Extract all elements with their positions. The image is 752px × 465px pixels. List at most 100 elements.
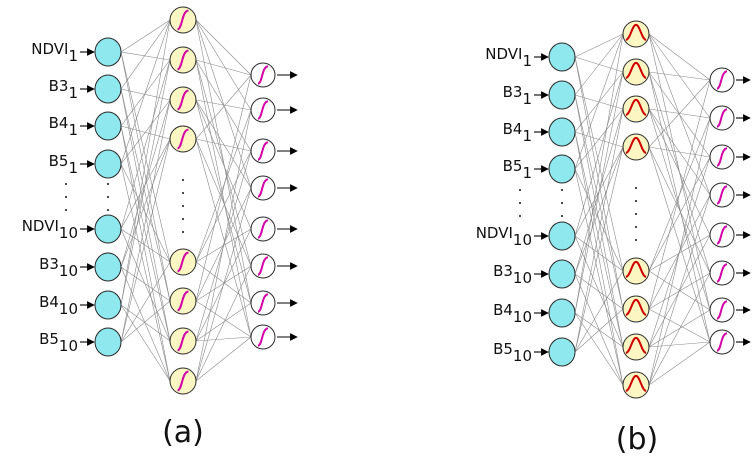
sigmoid-curve-icon (257, 141, 269, 161)
ellipsis-dot (182, 205, 184, 207)
connection-line (120, 304, 171, 342)
connection-line (120, 125, 171, 382)
output-node (709, 182, 735, 208)
connection-line (120, 88, 171, 101)
output-node (709, 222, 735, 248)
input-node (94, 149, 122, 179)
connection-line (574, 131, 624, 348)
connection-line (120, 304, 171, 382)
connection-line (574, 33, 624, 96)
connection-line (195, 99, 252, 304)
ellipsis-dot (182, 218, 184, 220)
ellipsis-dot (65, 209, 67, 211)
output-node (709, 105, 735, 131)
sigmoid-curve-icon (177, 290, 189, 312)
connection-line (120, 88, 171, 302)
connection-line (120, 163, 171, 382)
ellipsis-dot (182, 179, 184, 181)
connection-line (195, 99, 252, 111)
hidden-node (169, 287, 197, 315)
connection-line (648, 117, 711, 386)
connection-line (648, 146, 711, 343)
panel-b: NDVI1 B31 B41 B51 NDVI10 B310 B410 B510 (b) (476, 20, 751, 457)
connection-line (574, 71, 624, 237)
input-label: B310 (39, 255, 78, 280)
sigmoid-curve-icon (257, 65, 269, 85)
input-node (94, 74, 122, 104)
connection-line (648, 71, 711, 343)
connection-line (648, 272, 711, 386)
connection-line (195, 302, 252, 342)
output-node (709, 260, 735, 286)
sigmoid-curve-icon (257, 256, 269, 276)
ellipsis-dot (107, 209, 109, 211)
sigmoid-curve-icon (716, 263, 728, 283)
connection-line (120, 19, 171, 53)
connection-line (195, 99, 252, 189)
input-label: B31 (503, 83, 532, 108)
sigmoid-curve-icon (716, 225, 728, 245)
connection-line (648, 108, 711, 236)
hidden-node (622, 133, 650, 161)
connection-line (648, 79, 711, 148)
connection-line (648, 341, 711, 386)
input-node (94, 111, 122, 141)
panel-caption: (b) (616, 422, 658, 457)
input-label: B510 (493, 340, 532, 365)
connection-line (574, 94, 624, 348)
connection-line (120, 51, 171, 302)
connection-line (648, 234, 711, 348)
connection-line (648, 79, 711, 310)
sigmoid-curve-icon (716, 147, 728, 167)
input-label: NDVI1 (31, 40, 78, 65)
connection-line (120, 138, 171, 268)
input-node (548, 298, 576, 328)
connection-line (120, 266, 171, 382)
connection-line (574, 146, 624, 275)
input-node (548, 154, 576, 184)
ellipsis-dot (182, 231, 184, 233)
input-node (94, 327, 122, 357)
connection-line (648, 33, 711, 81)
ellipsis-dot (635, 239, 637, 241)
connection-line (574, 94, 624, 310)
connection-line (574, 131, 624, 148)
connection-line (574, 131, 624, 386)
hidden-node (622, 58, 650, 86)
connection-line (120, 59, 171, 306)
connection-line (574, 71, 624, 314)
input-node (94, 37, 122, 67)
input-label: B31 (49, 77, 78, 102)
sigmoid-curve-icon (716, 332, 728, 352)
sigmoid-curve-icon (177, 330, 189, 352)
connection-line (648, 146, 711, 274)
output-node (709, 144, 735, 170)
output-node (709, 297, 735, 323)
connection-line (574, 33, 624, 314)
output-node (250, 138, 276, 164)
sigmoid-curve-icon (257, 219, 269, 239)
connection-line (120, 51, 171, 263)
gaussian-curve-icon (625, 98, 647, 116)
hidden-node (622, 257, 650, 285)
connection-line (574, 108, 624, 170)
connection-line (120, 300, 171, 343)
panel-a: NDVI1 B31 B41 B51 NDVI10 B310 B410 B510 (a) (22, 6, 298, 450)
connection-line (195, 261, 252, 304)
sigmoid-curve-icon (177, 251, 189, 273)
hidden-node (169, 367, 197, 395)
connection-line (120, 19, 171, 306)
gaussian-curve-icon (625, 260, 647, 278)
connection-line (648, 308, 711, 343)
hidden-node (622, 295, 650, 323)
connection-line (195, 109, 252, 382)
connection-line (120, 59, 171, 127)
connection-line (195, 336, 252, 382)
connection-lines (120, 19, 252, 382)
connection-line (195, 109, 252, 263)
connection-line (574, 273, 624, 386)
connection-line (195, 19, 252, 111)
connection-line (120, 51, 171, 61)
output-node (250, 290, 276, 316)
